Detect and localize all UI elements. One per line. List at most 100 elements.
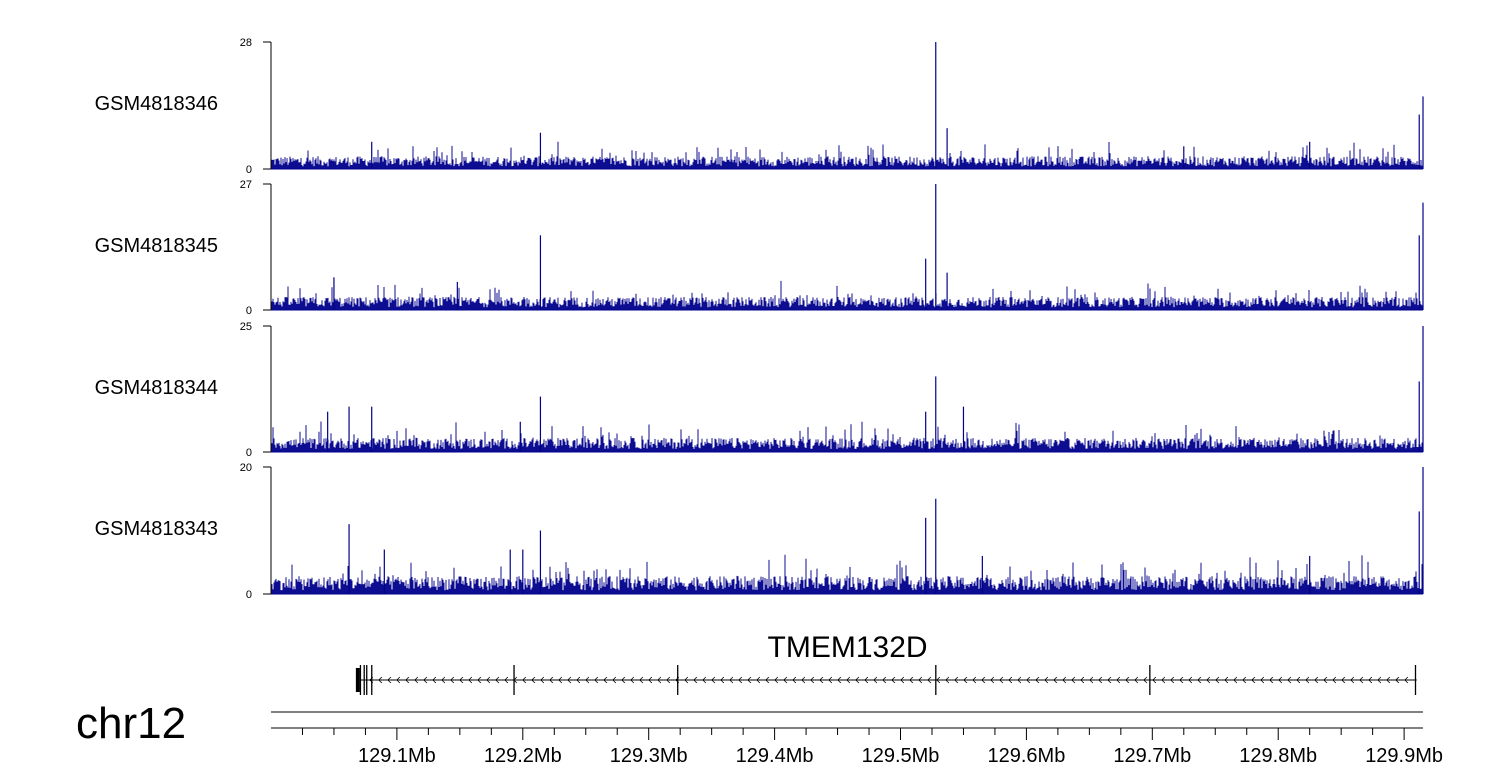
strand-chevron xyxy=(1215,676,1220,684)
strand-chevron xyxy=(1098,676,1103,684)
strand-chevron xyxy=(990,676,995,684)
axis-tick-label: 129.6Mb xyxy=(987,745,1065,767)
strand-chevron xyxy=(594,676,599,684)
strand-chevron xyxy=(738,676,743,684)
strand-chevron xyxy=(405,676,410,684)
axis-tick-label: 129.5Mb xyxy=(862,745,940,767)
strand-chevron xyxy=(1152,676,1157,684)
strand-chevron xyxy=(1125,676,1130,684)
coverage-noise xyxy=(271,554,1423,594)
coverage-noise xyxy=(271,421,1423,452)
strand-chevron xyxy=(1053,676,1058,684)
strand-chevron xyxy=(477,676,482,684)
gene-exon xyxy=(355,668,360,692)
strand-chevron xyxy=(972,676,977,684)
y-max-label: 28 xyxy=(240,37,252,49)
strand-chevron xyxy=(450,676,455,684)
strand-chevron xyxy=(666,676,671,684)
gene-exon xyxy=(363,665,365,695)
strand-chevron xyxy=(1287,676,1292,684)
strand-chevron xyxy=(963,676,968,684)
track-label: GSM4818344 xyxy=(95,377,218,399)
y-min-label: 0 xyxy=(246,164,252,176)
strand-chevron xyxy=(1224,676,1229,684)
gene-exon xyxy=(359,665,362,695)
strand-chevron xyxy=(1350,676,1355,684)
strand-chevron xyxy=(1188,676,1193,684)
strand-chevron xyxy=(441,676,446,684)
strand-chevron xyxy=(648,676,653,684)
strand-chevron xyxy=(981,676,986,684)
gene-exon xyxy=(366,665,368,695)
axis-tick-label: 129.9Mb xyxy=(1365,745,1443,767)
strand-chevron xyxy=(855,676,860,684)
strand-chevron xyxy=(486,676,491,684)
gene-exon xyxy=(1149,665,1151,695)
strand-chevron xyxy=(1161,676,1166,684)
genomic-axis: chr12 129.1Mb 129.2Mb 129.3Mb 129.4Mb 129.5Mb… xyxy=(76,699,1443,767)
strand-chevron xyxy=(1242,676,1247,684)
strand-chevron xyxy=(1170,676,1175,684)
chromosome-label: chr12 xyxy=(76,699,186,748)
strand-chevron xyxy=(1134,676,1139,684)
strand-chevron xyxy=(1404,676,1409,684)
strand-chevron xyxy=(468,676,473,684)
strand-chevron xyxy=(639,676,644,684)
strand-chevron xyxy=(1035,676,1040,684)
strand-chevron xyxy=(864,676,869,684)
strand-chevron xyxy=(999,676,1004,684)
gene-exon xyxy=(371,665,373,695)
strand-chevron xyxy=(1377,676,1382,684)
axis-tick-label: 129.4Mb xyxy=(736,745,814,767)
coverage-track: GSM4818346 28 0 xyxy=(95,37,1424,176)
strand-chevron xyxy=(396,676,401,684)
strand-chevron xyxy=(387,676,392,684)
strand-chevron xyxy=(1260,676,1265,684)
strand-chevron xyxy=(918,676,923,684)
strand-chevron xyxy=(756,676,761,684)
strand-chevron xyxy=(585,676,590,684)
strand-chevron xyxy=(909,676,914,684)
strand-chevron xyxy=(1368,676,1373,684)
strand-chevron xyxy=(522,676,527,684)
gene-exon xyxy=(935,665,937,695)
strand-chevron xyxy=(792,676,797,684)
strand-chevron xyxy=(927,676,932,684)
y-max-label: 20 xyxy=(240,462,252,474)
strand-chevron xyxy=(783,676,788,684)
strand-chevron xyxy=(1323,676,1328,684)
strand-chevron xyxy=(531,676,536,684)
strand-chevron xyxy=(1071,676,1076,684)
strand-chevron xyxy=(1314,676,1319,684)
strand-chevron xyxy=(558,676,563,684)
strand-chevron xyxy=(612,676,617,684)
strand-chevron xyxy=(1089,676,1094,684)
strand-chevron xyxy=(378,676,383,684)
strand-chevron xyxy=(1386,676,1391,684)
coverage-noise xyxy=(271,141,1423,169)
strand-chevron xyxy=(1233,676,1238,684)
strand-chevron xyxy=(576,676,581,684)
y-min-label: 0 xyxy=(246,447,252,459)
strand-chevron xyxy=(504,676,509,684)
strand-chevron xyxy=(765,676,770,684)
strand-chevron xyxy=(567,676,572,684)
strand-chevron xyxy=(414,676,419,684)
strand-chevron xyxy=(720,676,725,684)
strand-chevron xyxy=(810,676,815,684)
strand-chevron xyxy=(621,676,626,684)
strand-chevron xyxy=(747,676,752,684)
coverage-track: GSM4818343 20 0 xyxy=(95,462,1424,601)
track-label: GSM4818343 xyxy=(95,518,218,540)
strand-chevron xyxy=(1179,676,1184,684)
coverage-tracks: GSM4818346280GSM4818345270GSM4818344250G… xyxy=(95,37,1424,601)
y-min-label: 0 xyxy=(246,589,252,601)
strand-chevron xyxy=(684,676,689,684)
strand-chevron xyxy=(423,676,428,684)
strand-chevron xyxy=(711,676,716,684)
coverage-track: GSM4818345 27 0 xyxy=(95,179,1424,317)
strand-chevron xyxy=(693,676,698,684)
strand-chevron xyxy=(954,676,959,684)
strand-chevron xyxy=(1062,676,1067,684)
gene-exon xyxy=(1414,665,1417,695)
